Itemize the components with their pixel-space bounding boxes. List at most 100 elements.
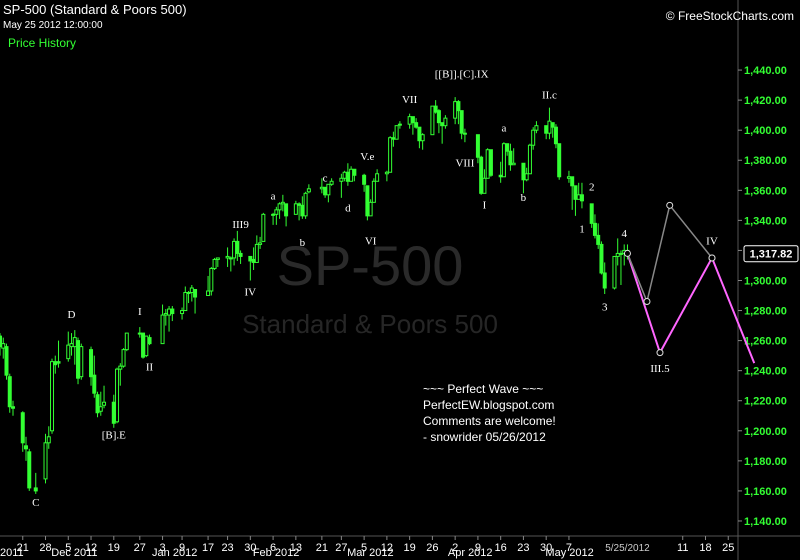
candle (420, 133, 425, 150)
candle-body (573, 185, 578, 200)
y-tick-label: 1,280.00 (744, 306, 787, 318)
candle (352, 168, 357, 182)
candle-body (375, 173, 380, 182)
candle (79, 343, 84, 380)
candle-body (414, 122, 419, 128)
candle-body (339, 177, 344, 182)
last-price-box (743, 245, 799, 263)
last-price-label: 1,317.82 (750, 249, 793, 261)
candle-body (547, 120, 552, 134)
candle-body (485, 149, 490, 179)
chart-title: SP-500 (Standard & Poors 500) (3, 2, 187, 17)
candle-body (534, 125, 539, 131)
candle-body (50, 361, 55, 432)
x-tick-label: 21 (17, 542, 29, 554)
candle-body (371, 180, 376, 203)
candle-body (89, 349, 94, 378)
candle-body (482, 177, 487, 194)
candle (371, 178, 376, 203)
candle-body (232, 240, 237, 259)
candle (261, 212, 266, 242)
x-month-label: Feb 2012 (253, 547, 299, 559)
candle-body (27, 451, 32, 489)
candle (592, 214, 597, 239)
candle (225, 247, 230, 267)
candle (306, 184, 311, 194)
candle-body (284, 203, 289, 217)
projection-point (643, 298, 651, 306)
candle-body (459, 110, 464, 134)
candle (362, 173, 367, 192)
candle-body (488, 149, 493, 176)
candle-body (602, 272, 607, 289)
candle (33, 472, 38, 494)
candle-body (271, 213, 276, 216)
candle-body (557, 143, 562, 178)
candle-body (397, 123, 402, 126)
wave-label: IV (245, 287, 257, 299)
candle (212, 257, 217, 270)
candle-body (206, 290, 211, 297)
candle-body (329, 180, 334, 185)
candle (277, 202, 282, 219)
y-tick-label: 1,420.00 (744, 95, 787, 107)
wave-label: I (483, 199, 487, 211)
candle (618, 250, 623, 285)
candle-body (589, 203, 594, 224)
candle (524, 167, 529, 182)
wave-label: II (146, 362, 154, 374)
watermark-symbol: SP-500 (277, 234, 464, 297)
credit-link[interactable]: © FreeStockCharts.com (665, 9, 794, 23)
candle-body (511, 162, 516, 166)
candle (98, 391, 103, 416)
candle (501, 142, 506, 178)
x-month-label: May 2012 (545, 547, 593, 559)
wave-label: 1 (579, 223, 585, 235)
candle (433, 100, 438, 114)
wave-label: IV (706, 235, 718, 247)
candle-body (388, 137, 393, 173)
candle (20, 411, 25, 452)
candle (167, 306, 172, 332)
candle-body (524, 173, 529, 181)
projection-origin-point (623, 249, 631, 257)
candle (508, 143, 513, 171)
candle (384, 170, 389, 182)
note-line: ~~~ Perfect Wave ~~~ (423, 382, 543, 396)
candle (339, 173, 344, 198)
candle (462, 128, 467, 143)
projection-point (656, 349, 664, 357)
x-month-label: Mar 2012 (347, 547, 393, 559)
candle-body (319, 186, 324, 190)
candle (160, 304, 165, 345)
x-month-label: Jan 2012 (152, 547, 197, 559)
candle (388, 136, 393, 173)
x-tick-label: 7 (566, 542, 572, 554)
candle (459, 110, 464, 140)
candle (76, 337, 81, 385)
y-tick-label: 1,240.00 (744, 366, 787, 378)
candle-body (440, 122, 445, 127)
candle-body (443, 117, 448, 127)
candle (180, 307, 185, 320)
candle-body (121, 349, 126, 367)
candle (4, 343, 9, 380)
x-tick-label: 28 (39, 542, 51, 554)
candle-body (115, 368, 120, 423)
candle-body (384, 171, 389, 175)
candle (170, 306, 175, 322)
series-label: Price History (8, 36, 77, 50)
candle (50, 358, 55, 434)
candle (215, 257, 220, 267)
candle-body (436, 110, 441, 124)
candle (345, 163, 350, 186)
candle-body (498, 174, 503, 178)
candle-body (306, 188, 311, 193)
note-line: Comments are welcome! (423, 414, 556, 428)
candle (69, 333, 74, 356)
candle-body (0, 335, 2, 348)
candle (498, 161, 503, 183)
candle-body (362, 174, 367, 185)
candle-body (238, 252, 243, 257)
